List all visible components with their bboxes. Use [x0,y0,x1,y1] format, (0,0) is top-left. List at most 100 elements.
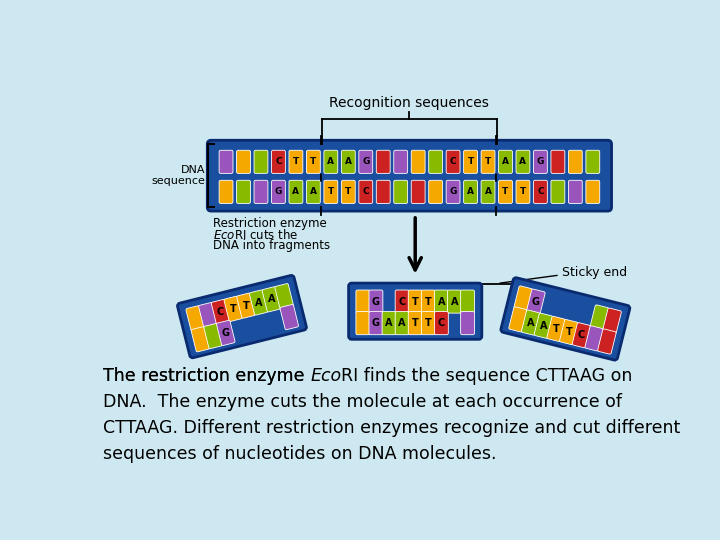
Text: G: G [449,187,456,197]
FancyBboxPatch shape [348,283,482,339]
Text: Recognition sequences: Recognition sequences [330,96,490,110]
FancyBboxPatch shape [598,329,616,354]
FancyBboxPatch shape [237,150,251,173]
FancyBboxPatch shape [212,299,230,325]
FancyBboxPatch shape [271,180,285,204]
Text: T: T [243,301,249,310]
FancyBboxPatch shape [534,180,547,204]
Text: T: T [412,296,418,307]
FancyBboxPatch shape [498,150,513,173]
FancyBboxPatch shape [428,180,443,204]
Text: T: T [553,324,559,334]
Text: T: T [425,318,432,328]
FancyBboxPatch shape [186,306,204,331]
FancyBboxPatch shape [307,180,320,204]
FancyBboxPatch shape [434,312,449,335]
FancyBboxPatch shape [559,320,578,345]
FancyBboxPatch shape [394,180,408,204]
FancyBboxPatch shape [590,305,608,330]
FancyBboxPatch shape [568,150,582,173]
FancyBboxPatch shape [408,312,422,335]
FancyBboxPatch shape [369,290,383,313]
Text: Sticky end: Sticky end [562,266,626,279]
FancyBboxPatch shape [377,150,390,173]
FancyBboxPatch shape [254,180,268,204]
FancyBboxPatch shape [551,150,564,173]
FancyBboxPatch shape [421,290,435,313]
FancyBboxPatch shape [481,150,495,173]
Text: T: T [230,304,237,314]
Text: C: C [450,157,456,166]
FancyBboxPatch shape [534,313,553,339]
FancyBboxPatch shape [446,180,460,204]
FancyBboxPatch shape [382,312,396,335]
FancyBboxPatch shape [521,310,540,335]
FancyBboxPatch shape [461,312,474,335]
FancyBboxPatch shape [324,150,338,173]
FancyBboxPatch shape [224,296,243,321]
Text: CTTAAG. Different restriction enzymes recognize and cut different: CTTAAG. Different restriction enzymes re… [104,419,680,437]
Text: C: C [362,187,369,197]
Text: DNA into fragments: DNA into fragments [213,239,330,252]
Text: G: G [372,296,380,307]
Text: C: C [275,157,282,166]
Text: Eco: Eco [310,367,341,384]
FancyBboxPatch shape [481,180,495,204]
FancyBboxPatch shape [207,140,611,211]
FancyBboxPatch shape [395,312,409,335]
FancyBboxPatch shape [192,327,210,352]
FancyBboxPatch shape [501,278,630,360]
Text: G: G [362,157,369,166]
Text: C: C [537,187,544,197]
FancyBboxPatch shape [446,150,460,173]
Text: T: T [345,187,351,197]
FancyBboxPatch shape [341,180,355,204]
FancyBboxPatch shape [356,312,370,335]
Text: C: C [398,296,406,307]
FancyBboxPatch shape [359,180,373,204]
Text: T: T [425,296,432,307]
FancyBboxPatch shape [219,150,233,173]
FancyBboxPatch shape [275,284,293,309]
FancyBboxPatch shape [509,307,527,332]
Text: T: T [503,187,508,197]
Text: The restriction enzyme: The restriction enzyme [104,367,310,384]
FancyBboxPatch shape [428,150,443,173]
FancyBboxPatch shape [341,150,355,173]
Text: G: G [536,157,544,166]
FancyBboxPatch shape [586,150,600,173]
FancyBboxPatch shape [177,275,307,358]
FancyBboxPatch shape [217,320,235,346]
Text: T: T [565,327,572,337]
FancyBboxPatch shape [324,180,338,204]
FancyBboxPatch shape [356,290,370,313]
Text: A: A [345,157,352,166]
Text: A: A [540,321,547,330]
FancyBboxPatch shape [551,180,564,204]
Text: A: A [527,318,534,328]
Text: A: A [385,318,393,328]
FancyBboxPatch shape [411,150,425,173]
Text: A: A [502,157,509,166]
FancyBboxPatch shape [448,290,462,313]
FancyBboxPatch shape [585,326,603,351]
FancyBboxPatch shape [421,312,435,335]
Text: C: C [438,318,445,328]
Text: G: G [372,318,380,328]
FancyBboxPatch shape [408,290,422,313]
Text: T: T [328,187,334,197]
Text: A: A [268,294,275,305]
Text: T: T [485,157,491,166]
FancyBboxPatch shape [516,180,530,204]
FancyBboxPatch shape [547,316,565,341]
FancyBboxPatch shape [262,287,281,312]
FancyBboxPatch shape [199,302,217,328]
Text: A: A [292,187,300,197]
Text: C: C [217,307,224,317]
FancyBboxPatch shape [249,290,268,315]
FancyBboxPatch shape [603,308,621,333]
FancyBboxPatch shape [254,150,268,173]
Text: A: A [310,187,317,197]
Text: A: A [485,187,492,197]
Text: RI finds the sequence CTTAAG on: RI finds the sequence CTTAAG on [341,367,633,384]
